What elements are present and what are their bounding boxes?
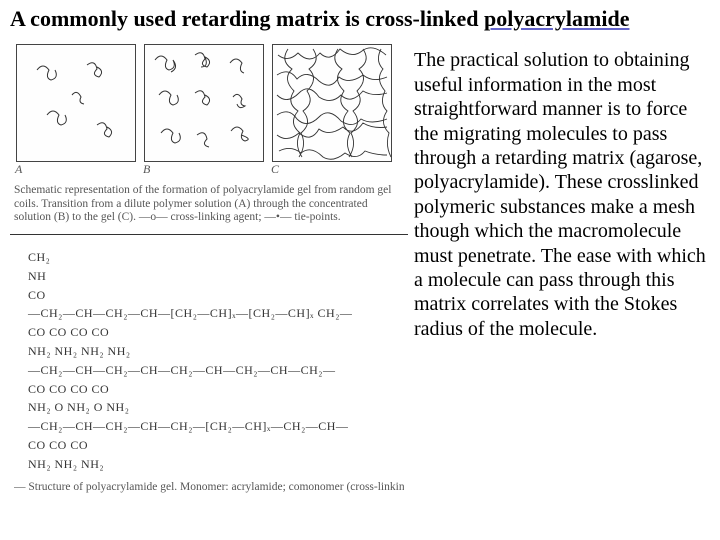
figure-divider	[10, 234, 408, 235]
content-row: A	[10, 42, 710, 493]
struct-line-5: NH₂ NH₂ NH₂ NH₂	[28, 343, 402, 360]
left-column: A	[10, 42, 408, 493]
struct-line-0: CH₂	[28, 249, 402, 266]
struct-line-4: CO CO CO CO	[28, 324, 402, 341]
struct-line-1: NH	[28, 268, 402, 285]
gel-mesh	[273, 45, 391, 161]
struct-line-6: —CH₂—CH—CH₂—CH—CH₂—CH—CH₂—CH—CH₂—	[28, 362, 402, 379]
struct-line-3: —CH₂—CH—CH₂—CH—[CH₂—CH]ₓ—[CH₂—CH]ₓ CH₂—	[28, 305, 402, 322]
structure-caption: — Structure of polyacrylamide gel. Monom…	[14, 481, 404, 494]
struct-line-9: —CH₂—CH—CH₂—CH—CH₂—[CH₂—CH]ₓ—CH₂—CH—	[28, 418, 402, 435]
gel-box-b: B	[144, 44, 264, 162]
box-a-label: A	[15, 162, 22, 177]
body-paragraph: The practical solution to obtaining usef…	[414, 42, 710, 493]
slide-root: A commonly used retarding matrix is cros…	[0, 0, 720, 540]
figure-top-caption: Schematic representation of the formatio…	[14, 184, 404, 224]
polyacrylamide-structure: CH₂ NH CO —CH₂—CH—CH₂—CH—[CH₂—CH]ₓ—[CH₂—…	[10, 243, 408, 475]
concentrated-coils	[145, 45, 263, 161]
title-underlined: polyacrylamide	[484, 6, 629, 31]
struct-line-2: CO	[28, 287, 402, 304]
gel-box-c: C	[272, 44, 392, 162]
slide-title: A commonly used retarding matrix is cros…	[10, 6, 710, 42]
struct-line-8: NH₂ O NH₂ O NH₂	[28, 399, 402, 416]
box-b-label: B	[143, 162, 150, 177]
struct-line-10: CO CO CO	[28, 437, 402, 454]
dilute-coils	[17, 45, 135, 161]
struct-line-7: CO CO CO CO	[28, 381, 402, 398]
struct-line-11: NH₂ NH₂ NH₂	[28, 456, 402, 473]
gel-formation-figure: A	[16, 44, 408, 162]
title-prefix: A commonly used retarding matrix is cros…	[10, 6, 484, 31]
gel-box-a: A	[16, 44, 136, 162]
box-c-label: C	[271, 162, 279, 177]
